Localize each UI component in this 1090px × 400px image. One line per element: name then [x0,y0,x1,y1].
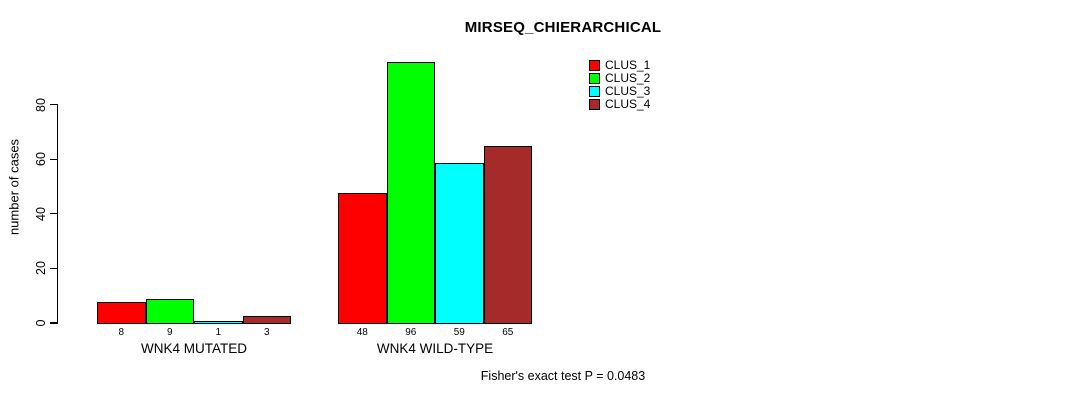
bar-clus_3-group1 [194,321,243,324]
bar-clus_2-group2 [386,61,435,324]
legend-item: CLUS_1 [589,58,651,72]
bar-value-label: 1 [215,327,222,338]
bar-value-label: 96 [405,327,417,338]
legend-item: CLUS_2 [589,71,651,85]
y-axis-line [57,104,59,324]
bar-value-label: 65 [502,327,514,338]
bar-value-label: 48 [356,327,368,338]
legend: CLUS_1 CLUS_2 CLUS_3 CLUS_4 [589,58,651,112]
bar-clus_1-group2 [338,192,387,324]
legend-swatch-clus_2 [589,73,600,84]
y-tick-label: 80 [34,97,48,112]
legend-item: CLUS_3 [589,84,651,98]
y-axis-label: number of cases [6,138,22,236]
y-tick-label: 0 [34,319,48,327]
y-tick-mark [50,267,58,269]
y-tick-mark [50,158,58,160]
bar-value-label: 9 [166,327,173,338]
legend-swatch-clus_3 [589,86,600,97]
bar-value-label: 59 [453,327,465,338]
legend-item: CLUS_4 [589,97,651,111]
x-category-label: WNK4 MUTATED [141,341,247,356]
chart-title: MIRSEQ_CHIERARCHICAL [464,19,662,36]
legend-swatch-clus_1 [589,60,600,71]
bar-clus_4-group1 [242,315,291,324]
y-tick-mark [50,322,58,324]
legend-label: CLUS_4 [605,97,651,111]
y-tick-label: 40 [34,206,48,221]
legend-label: CLUS_2 [605,71,651,85]
bar-value-label: 8 [118,327,125,338]
bar-clus_4-group2 [483,146,532,324]
y-tick-mark [50,213,58,215]
stat-annotation: Fisher's exact test P = 0.0483 [480,369,646,383]
legend-label: CLUS_1 [605,58,651,72]
bar-clus_2-group1 [145,299,194,324]
legend-label: CLUS_3 [605,84,651,98]
bar-clus_1-group1 [97,302,146,324]
bar-value-label: 3 [263,327,270,338]
legend-swatch-clus_4 [589,99,600,110]
y-tick-label: 20 [34,261,48,276]
y-tick-mark [50,103,58,106]
bar-clus_3-group2 [435,162,484,324]
y-tick-label: 60 [34,152,48,167]
x-category-label: WNK4 WILD-TYPE [376,341,494,356]
